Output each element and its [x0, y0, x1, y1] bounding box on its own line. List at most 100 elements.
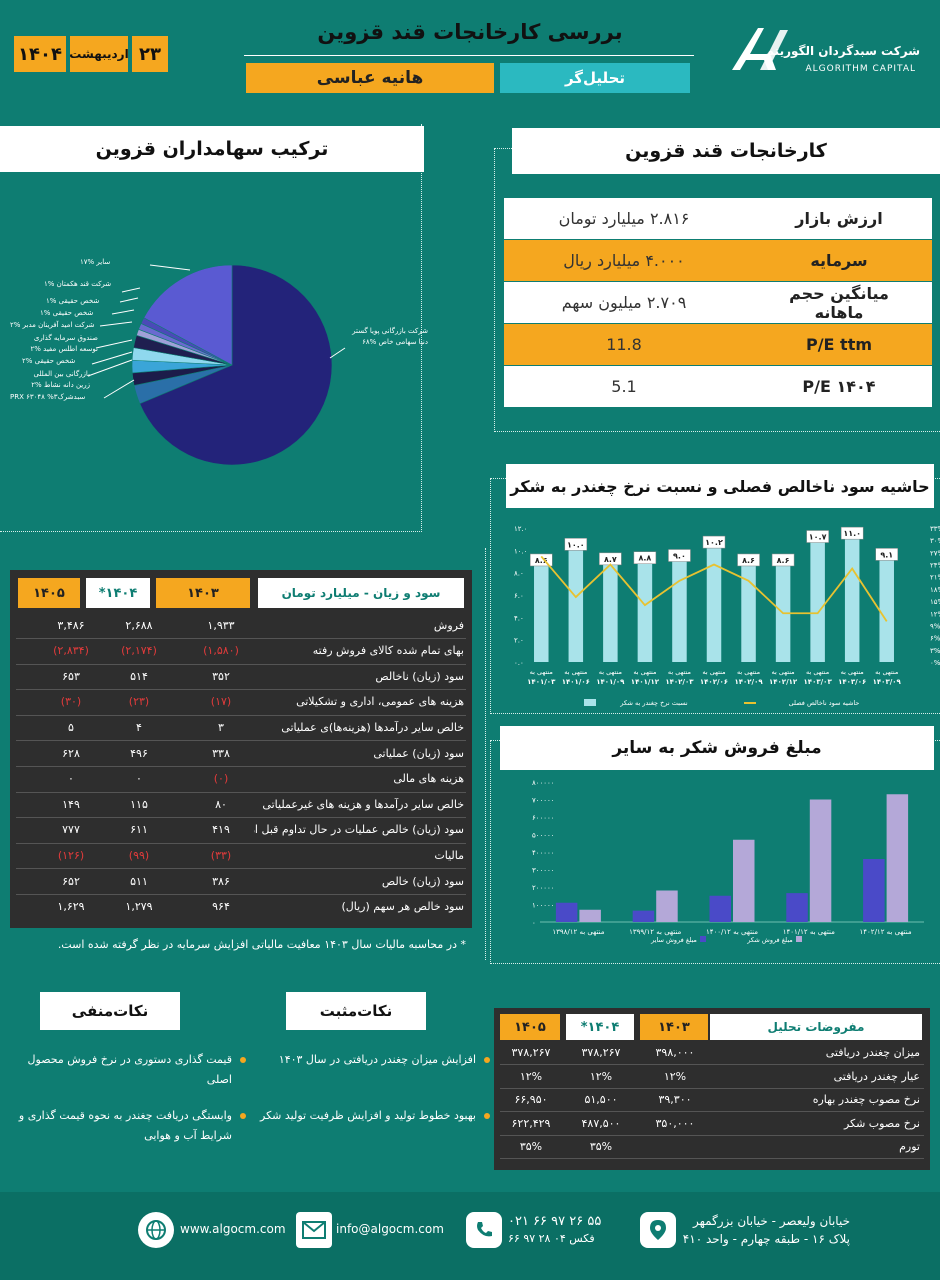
sales-y-tick: ۸۰۰۰۰۰	[532, 779, 555, 787]
margin-bar-label-box	[840, 526, 864, 540]
profit-cell: (۱,۵۸۰)	[203, 644, 239, 658]
website-link[interactable]: www.algocm.com	[180, 1222, 286, 1236]
margin-right-tick: ۲۴%	[930, 562, 940, 570]
assumption-cell: ۶۶,۹۵۰	[514, 1093, 548, 1106]
assumption-row: نرخ مصوب چغندر بهاره ۳۹,۳۰۰ ۵۱,۵۰۰ ۶۶,۹۵۰	[494, 1089, 930, 1112]
sales-legend-label: مبلغ فروش شکر	[746, 936, 793, 944]
profit-row-label: خالص سایر درآمدها (هزینه‌ها)ی عملیاتی	[281, 720, 464, 734]
margin-bar-label: ۸.۸	[639, 554, 652, 563]
profit-table: سود و زیان - میلیارد تومان ۱۴۰۳ ۱۴۰۴* ۱۴…	[10, 570, 472, 928]
sales-category-label: منتهی به ۱۳۹۸/۱۲	[552, 928, 604, 936]
profit-cell: (۱۷)	[210, 695, 232, 709]
sales-bar	[579, 909, 601, 922]
pie-label-person-1: شخص حقیقی %۱	[46, 297, 100, 305]
profit-cell: ۹۶۴	[212, 900, 230, 914]
profit-row-label: بهای تمام شده کالای فروش رفته	[312, 644, 464, 658]
positive-item-1: افزایش میزان چغندر دریافتی در سال ۱۴۰۳	[246, 1050, 490, 1070]
margin-bar	[879, 560, 894, 662]
negative-item-1: قیمت گذاری دستوری در نرخ فروش محصول اصلی	[12, 1050, 246, 1090]
margin-bar-label-box	[702, 535, 726, 549]
margin-category-label: منتهی به	[702, 668, 725, 676]
margin-bar-label-box	[806, 530, 829, 543]
profit-cell: ۰	[136, 772, 142, 786]
sales-bar	[555, 902, 578, 922]
shareholders-panel	[0, 124, 422, 532]
shareholders-title: ترکیب سهامداران قزوین	[0, 126, 424, 172]
pie-leader-line	[103, 379, 135, 399]
company-logo: شرکت سبدگردان الگوریتم ALGORITHM CAPITAL	[730, 22, 920, 74]
profit-cell: ۱۱۵	[130, 797, 148, 811]
assumption-cell: ۳۹,۳۰۰	[658, 1093, 692, 1106]
profit-row: خالص سایر درآمدها و هزینه های غیرعملیاتی…	[10, 793, 472, 815]
profit-cell: ۳,۴۸۶	[57, 618, 85, 632]
margin-bar	[810, 542, 825, 662]
pie-label-others: سایر %۱۷	[80, 258, 111, 266]
profit-cell: ۰	[68, 772, 74, 786]
margin-right-tick: ۳۰%	[930, 537, 940, 545]
profit-row: فروش ۱,۹۳۳ ۲,۶۸۸ ۳,۴۸۶	[10, 614, 472, 636]
company-title: کارخانجات قند قزوین	[512, 128, 940, 174]
margin-bar-label: ۸.۷	[604, 555, 617, 564]
margin-category-label: منتهی به	[806, 668, 829, 676]
margin-bar	[637, 563, 653, 662]
margin-bar-label: ۸.۶	[742, 556, 755, 565]
margin-bar	[706, 548, 722, 662]
margin-bar-label: ۱۰.۰	[567, 540, 585, 549]
profit-row-label: خالص سایر درآمدها و هزینه های غیرعملیاتی	[262, 797, 464, 811]
profit-row-label: هزینه های عمومی، اداری و تشکیلاتی	[296, 695, 464, 709]
assumption-separator	[500, 1087, 924, 1089]
sales-category-label: منتهی به ۱۴۰۱/۱۲	[783, 928, 835, 936]
profit-cell: (۳۳)	[210, 848, 232, 862]
pie-label-pouya: شرکت بازرگانی پویا گستر دنیا سهامی خاص %…	[352, 327, 428, 346]
assumption-cell: ۱۲%	[519, 1069, 543, 1083]
profit-row: سود (زیان) خالص عملیات در حال تداوم قبل …	[10, 819, 472, 841]
sales-y-tick: ۷۰۰۰۰۰	[532, 797, 555, 805]
assumption-label: نرخ مصوب چغندر بهاره	[812, 1093, 920, 1106]
pie-label-sabad: سبدشرکPRX ۶۳۰۴۸ %۳	[10, 393, 86, 401]
margin-bar-label: ۱۰.۲	[705, 538, 723, 547]
pie-slice	[143, 264, 233, 366]
date-year: ۱۴۰۴	[14, 36, 66, 72]
profit-year-1405: ۱۴۰۵	[18, 578, 80, 608]
assumption-cell: ۵۱,۵۰۰	[584, 1093, 618, 1106]
sales-bar	[733, 839, 755, 922]
profit-cell: (۹۹)	[128, 848, 150, 862]
profit-cell: ۴۱۹	[212, 823, 230, 837]
margin-right-tick: ۳%	[930, 647, 940, 655]
sales-y-tick: ۶۰۰۰۰۰	[532, 814, 555, 822]
pie-label-zarin: بازرگانی بین المللی زرین دانه نشاط %۲	[31, 370, 90, 389]
assumption-cell: ۳۵%	[589, 1140, 613, 1153]
sales-chart-title: مبلغ فروش شکر به سایر	[500, 726, 934, 770]
profit-row-label: سود خالص هر سهم (ریال)	[341, 900, 464, 914]
margin-right-tick: ۲۷%	[930, 549, 940, 557]
profit-footnote: * در محاسبه مالیات سال ۱۴۰۳ معافیت مالیا…	[57, 938, 466, 951]
margin-category-label: منتهی به	[771, 668, 794, 676]
address-line-1: خیابان ولیعصر - خیابان بزرگمهر	[692, 1214, 850, 1228]
margin-category-label: منتهی به	[530, 668, 553, 676]
profit-row: هزینه های عمومی، اداری و تشکیلاتی (۱۷) (۲۳…	[10, 691, 472, 713]
margin-category-label: منتهی به	[841, 668, 864, 676]
email-link[interactable]: info@algocm.com	[336, 1222, 444, 1236]
profit-row-separator	[16, 817, 466, 819]
margin-right-tick: ۱۸%	[930, 586, 940, 594]
profit-row: سود خالص هر سهم (ریال) ۹۶۴ ۱,۲۷۹ ۱,۶۲۹	[10, 896, 472, 918]
margin-bar-label-box	[668, 549, 691, 562]
assumption-cell: ۳۵۰,۰۰۰	[655, 1116, 695, 1130]
analyst-label: تحلیل‌گر	[500, 63, 690, 93]
margin-bar	[741, 565, 756, 662]
profit-row-separator	[16, 894, 466, 895]
sales-legend-swatch	[700, 936, 706, 942]
margin-bar-label: ۱۰.۷	[809, 533, 827, 542]
margin-right-tick: ۱۵%	[930, 598, 940, 606]
profit-cell: ۸۰	[215, 797, 227, 811]
assumption-separator	[500, 1134, 924, 1136]
sales-y-tick: ۳۰۰۰۰۰	[532, 867, 555, 875]
sales-y-tick: ۵۰۰۰۰۰	[532, 832, 555, 840]
phone-icon	[466, 1212, 502, 1248]
profit-row: هزینه های مالی (۰) ۰ ۰	[10, 768, 472, 790]
profit-row: بهای تمام شده کالای فروش رفته (۱,۵۸۰) (۲,۱…	[10, 640, 472, 662]
profit-cell: ۴۹۶	[130, 746, 148, 760]
margin-bar-label-box	[737, 553, 760, 567]
profit-row-separator	[16, 689, 466, 691]
assumption-cell: ۳۹۸,۰۰۰	[655, 1046, 695, 1059]
